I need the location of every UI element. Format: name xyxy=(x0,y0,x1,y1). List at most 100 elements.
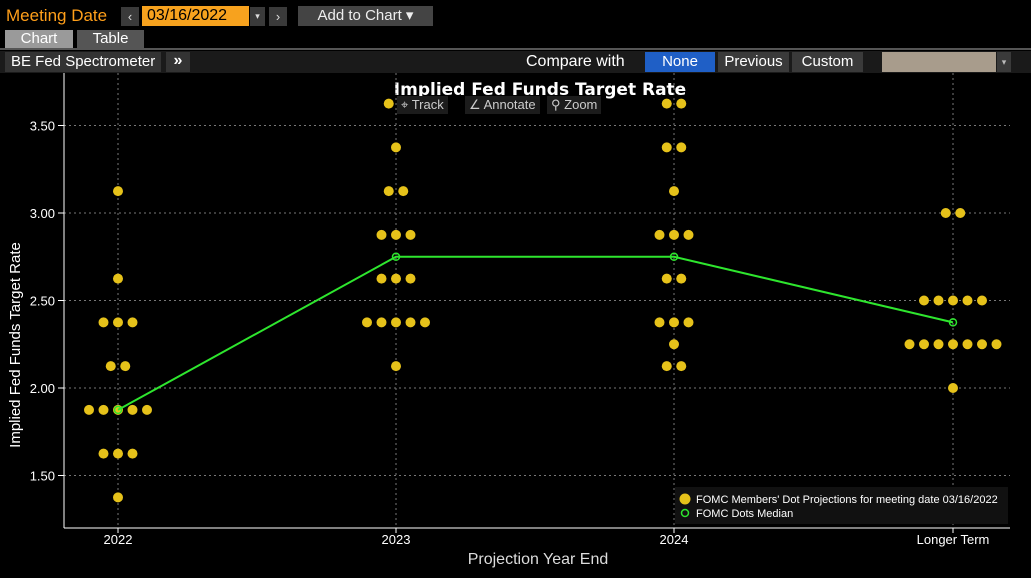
fomc-dot xyxy=(383,98,394,109)
legend-dot-marker xyxy=(679,493,691,505)
chart-title: Implied Fed Funds Target Rate xyxy=(394,80,686,100)
function-name-button[interactable]: BE Fed Spectrometer xyxy=(5,52,161,72)
fomc-dot xyxy=(127,317,138,328)
fomc-dot xyxy=(676,142,687,153)
fomc-dot xyxy=(98,404,109,415)
tab-chart[interactable]: Chart xyxy=(5,30,73,48)
fomc-dot xyxy=(661,361,672,372)
tab-table[interactable]: Table xyxy=(77,30,144,48)
meeting-date-input[interactable]: 03/16/2022 xyxy=(142,6,249,26)
fomc-dot xyxy=(683,317,694,328)
median-point xyxy=(948,318,958,327)
fomc-dot xyxy=(948,383,958,393)
fomc-dot xyxy=(933,295,944,306)
fomc-dot xyxy=(405,229,416,240)
fomc-dot xyxy=(940,208,951,218)
magnifier-icon: ⚲ xyxy=(551,97,561,112)
fomc-dot xyxy=(391,229,401,240)
compare-none-button[interactable]: None xyxy=(645,52,715,72)
fomc-dot xyxy=(113,448,123,459)
track-tool-button[interactable]: ⌖ Track xyxy=(397,96,448,114)
fomc-dot xyxy=(962,295,973,306)
chevron-down-icon: ▾ xyxy=(1001,57,1007,67)
meeting-date-label: Meeting Date xyxy=(6,6,108,25)
fomc-dot xyxy=(683,229,694,240)
fomc-dot xyxy=(948,339,958,350)
fomc-dot xyxy=(105,361,116,372)
track-tool-label: Track xyxy=(411,97,444,112)
fomc-dot xyxy=(669,317,679,328)
compare-with-label: Compare with xyxy=(526,53,625,70)
fomc-dot xyxy=(127,448,138,459)
fomc-dot xyxy=(904,339,915,350)
fomc-dot xyxy=(391,142,401,153)
fomc-dot xyxy=(661,273,672,284)
fomc-dot xyxy=(113,317,123,328)
median-line xyxy=(117,255,954,411)
y-tick-label: 3.00 xyxy=(30,206,55,221)
chevron-right-icon: › xyxy=(275,9,281,24)
fomc-dot xyxy=(661,98,672,109)
x-tick-label: 2023 xyxy=(382,532,411,547)
fomc-dot xyxy=(405,317,416,328)
crosshair-icon: ⌖ xyxy=(401,97,409,112)
tab-divider xyxy=(0,48,1031,50)
compare-previous-button[interactable]: Previous xyxy=(718,52,789,72)
fomc-dot xyxy=(676,98,687,109)
fomc-dot xyxy=(98,448,109,459)
fomc-dot xyxy=(391,361,401,372)
legend-label-dots: FOMC Members' Dot Projections for meetin… xyxy=(696,494,998,506)
expand-button[interactable]: » xyxy=(166,52,190,72)
fomc-dot xyxy=(113,273,123,284)
fomc-dot xyxy=(405,273,416,284)
fomc-dot xyxy=(919,295,929,306)
next-date-button[interactable]: › xyxy=(269,7,287,26)
y-axis-label: Implied Fed Funds Target Rate xyxy=(7,242,24,448)
zoom-tool-button[interactable]: ⚲ Zoom xyxy=(547,96,602,114)
fomc-dot xyxy=(669,339,679,350)
x-axis-label: Projection Year End xyxy=(468,551,609,568)
fomc-dot xyxy=(362,317,372,328)
fomc-dot xyxy=(113,186,123,197)
fomc-dot xyxy=(391,273,401,284)
fomc-dot xyxy=(919,339,929,350)
x-tick-label: Longer Term xyxy=(917,532,990,547)
fomc-dot xyxy=(654,229,665,240)
fomc-dot xyxy=(962,339,973,350)
add-to-chart-button[interactable]: Add to Chart ▾ xyxy=(298,6,433,26)
double-chevron-right-icon: » xyxy=(173,52,183,69)
legend-box xyxy=(675,487,1008,524)
fomc-dot xyxy=(113,492,123,503)
fomc-dot xyxy=(120,361,131,372)
fomc-dot xyxy=(669,186,679,197)
compare-custom-button[interactable]: Custom xyxy=(792,52,863,72)
y-tick-label: 3.50 xyxy=(30,119,55,134)
y-tick-label: 2.00 xyxy=(30,381,55,396)
fomc-dot xyxy=(398,186,409,197)
zoom-tool-label: Zoom xyxy=(564,97,598,112)
fomc-dot xyxy=(933,339,944,350)
fomc-dot xyxy=(676,273,687,284)
annotate-tool-button[interactable]: ∠ Annotate xyxy=(465,96,540,114)
fomc-dot xyxy=(955,208,966,218)
pencil-icon: ∠ xyxy=(469,97,481,112)
chevron-left-icon: ‹ xyxy=(127,9,133,24)
fomc-dot xyxy=(661,142,672,153)
x-tick-label: 2022 xyxy=(104,532,133,547)
fomc-dot xyxy=(654,317,665,328)
fomc-dot xyxy=(376,317,387,328)
fomc-dot xyxy=(977,339,987,350)
x-tick-label: 2024 xyxy=(660,532,689,547)
fomc-dot xyxy=(391,317,401,328)
fomc-dot xyxy=(383,186,394,197)
fomc-dot xyxy=(977,295,987,306)
date-dropdown-button[interactable]: ▾ xyxy=(250,7,265,26)
fomc-dot xyxy=(84,404,94,415)
previous-date-button[interactable]: ‹ xyxy=(121,7,139,26)
fomc-dot xyxy=(948,295,958,306)
median-point xyxy=(669,252,679,261)
custom-compare-dropdown-button[interactable]: ▾ xyxy=(997,52,1011,72)
legend-median-marker xyxy=(680,508,690,518)
y-tick-label: 1.50 xyxy=(30,469,55,484)
custom-compare-select[interactable] xyxy=(882,52,996,72)
